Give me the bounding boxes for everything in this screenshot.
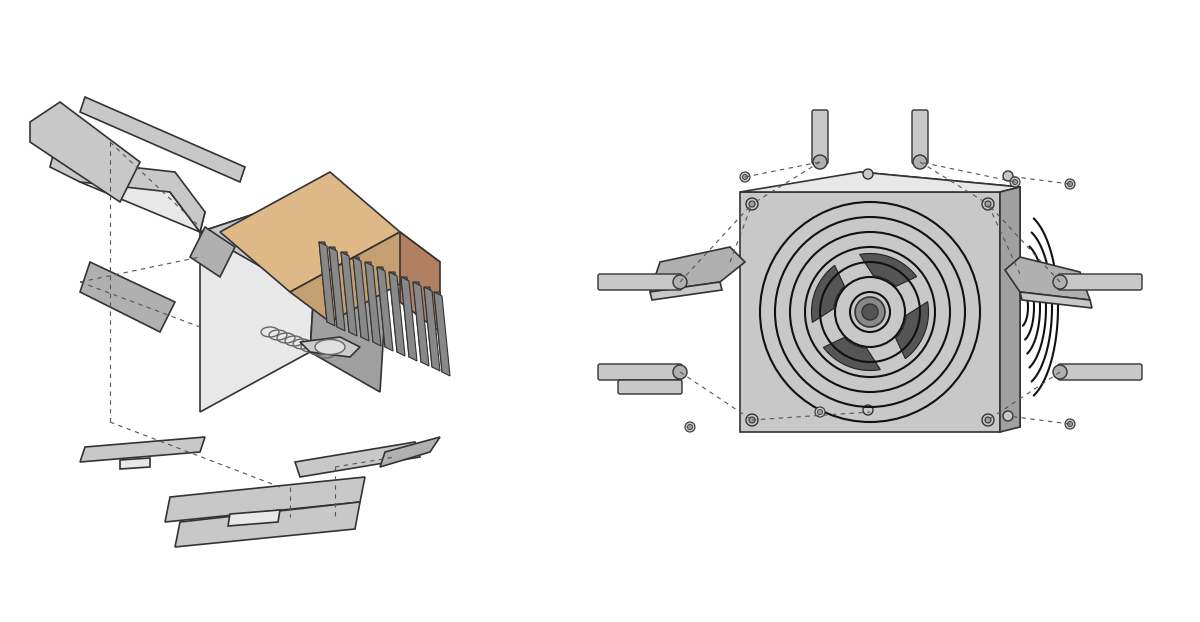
Circle shape <box>749 417 755 423</box>
Ellipse shape <box>314 340 346 355</box>
Circle shape <box>749 201 755 207</box>
Polygon shape <box>329 247 343 327</box>
Polygon shape <box>319 242 335 326</box>
Polygon shape <box>401 277 415 357</box>
Circle shape <box>746 414 758 426</box>
Polygon shape <box>50 147 205 232</box>
Polygon shape <box>353 257 370 341</box>
Polygon shape <box>389 272 403 352</box>
Polygon shape <box>434 292 448 372</box>
Polygon shape <box>400 232 440 332</box>
Circle shape <box>982 414 994 426</box>
Polygon shape <box>30 102 140 202</box>
Circle shape <box>673 275 686 289</box>
Polygon shape <box>120 458 150 469</box>
Circle shape <box>740 172 750 182</box>
Polygon shape <box>200 192 320 412</box>
Circle shape <box>1066 179 1075 189</box>
Polygon shape <box>823 338 881 371</box>
Circle shape <box>1068 182 1073 187</box>
Polygon shape <box>228 510 280 526</box>
Polygon shape <box>329 247 346 331</box>
Polygon shape <box>859 254 917 287</box>
Circle shape <box>815 407 826 417</box>
Polygon shape <box>300 337 360 357</box>
Polygon shape <box>353 257 367 337</box>
Polygon shape <box>310 192 390 392</box>
Polygon shape <box>740 172 1020 192</box>
Polygon shape <box>341 252 355 332</box>
FancyBboxPatch shape <box>812 110 828 164</box>
Circle shape <box>913 155 928 169</box>
Circle shape <box>985 201 991 207</box>
Polygon shape <box>80 262 175 332</box>
Polygon shape <box>166 477 365 522</box>
Polygon shape <box>50 142 200 232</box>
Polygon shape <box>190 227 235 277</box>
Circle shape <box>1003 411 1013 421</box>
Polygon shape <box>424 287 440 371</box>
Polygon shape <box>319 242 334 322</box>
FancyBboxPatch shape <box>598 364 682 380</box>
Polygon shape <box>365 262 382 346</box>
Polygon shape <box>380 437 440 467</box>
FancyBboxPatch shape <box>618 380 682 394</box>
Circle shape <box>1013 180 1018 185</box>
Polygon shape <box>1000 187 1020 432</box>
Circle shape <box>982 198 994 210</box>
Circle shape <box>862 304 878 320</box>
Polygon shape <box>413 282 427 362</box>
Circle shape <box>1054 365 1067 379</box>
Polygon shape <box>220 172 400 292</box>
Polygon shape <box>424 287 438 367</box>
Circle shape <box>854 297 886 327</box>
Circle shape <box>1010 177 1020 187</box>
Polygon shape <box>1006 257 1090 300</box>
Circle shape <box>985 417 991 423</box>
Polygon shape <box>377 267 391 347</box>
Polygon shape <box>377 267 394 351</box>
Polygon shape <box>650 247 745 292</box>
Polygon shape <box>50 122 205 232</box>
Polygon shape <box>200 192 390 272</box>
Polygon shape <box>434 292 450 376</box>
Circle shape <box>863 169 874 179</box>
Circle shape <box>746 198 758 210</box>
Polygon shape <box>401 277 418 361</box>
Polygon shape <box>80 437 205 462</box>
Polygon shape <box>389 272 406 356</box>
Polygon shape <box>295 442 420 477</box>
FancyBboxPatch shape <box>1058 274 1142 290</box>
FancyBboxPatch shape <box>912 110 928 164</box>
Circle shape <box>1003 171 1013 181</box>
Polygon shape <box>290 232 440 322</box>
Polygon shape <box>1020 292 1092 308</box>
Polygon shape <box>811 266 845 322</box>
FancyBboxPatch shape <box>1058 364 1142 380</box>
Polygon shape <box>341 252 358 336</box>
FancyBboxPatch shape <box>598 274 682 290</box>
Circle shape <box>817 409 822 414</box>
Circle shape <box>743 175 748 180</box>
Polygon shape <box>175 502 360 547</box>
Circle shape <box>673 365 686 379</box>
Polygon shape <box>650 282 722 300</box>
Circle shape <box>685 422 695 432</box>
Circle shape <box>1068 422 1073 427</box>
Circle shape <box>1054 275 1067 289</box>
Circle shape <box>1066 419 1075 429</box>
Circle shape <box>688 424 692 430</box>
Polygon shape <box>740 192 1000 432</box>
Polygon shape <box>365 262 379 342</box>
Polygon shape <box>860 172 1020 427</box>
Polygon shape <box>80 97 245 182</box>
Polygon shape <box>895 302 929 359</box>
Circle shape <box>814 155 827 169</box>
Circle shape <box>863 405 874 415</box>
Polygon shape <box>413 282 430 366</box>
